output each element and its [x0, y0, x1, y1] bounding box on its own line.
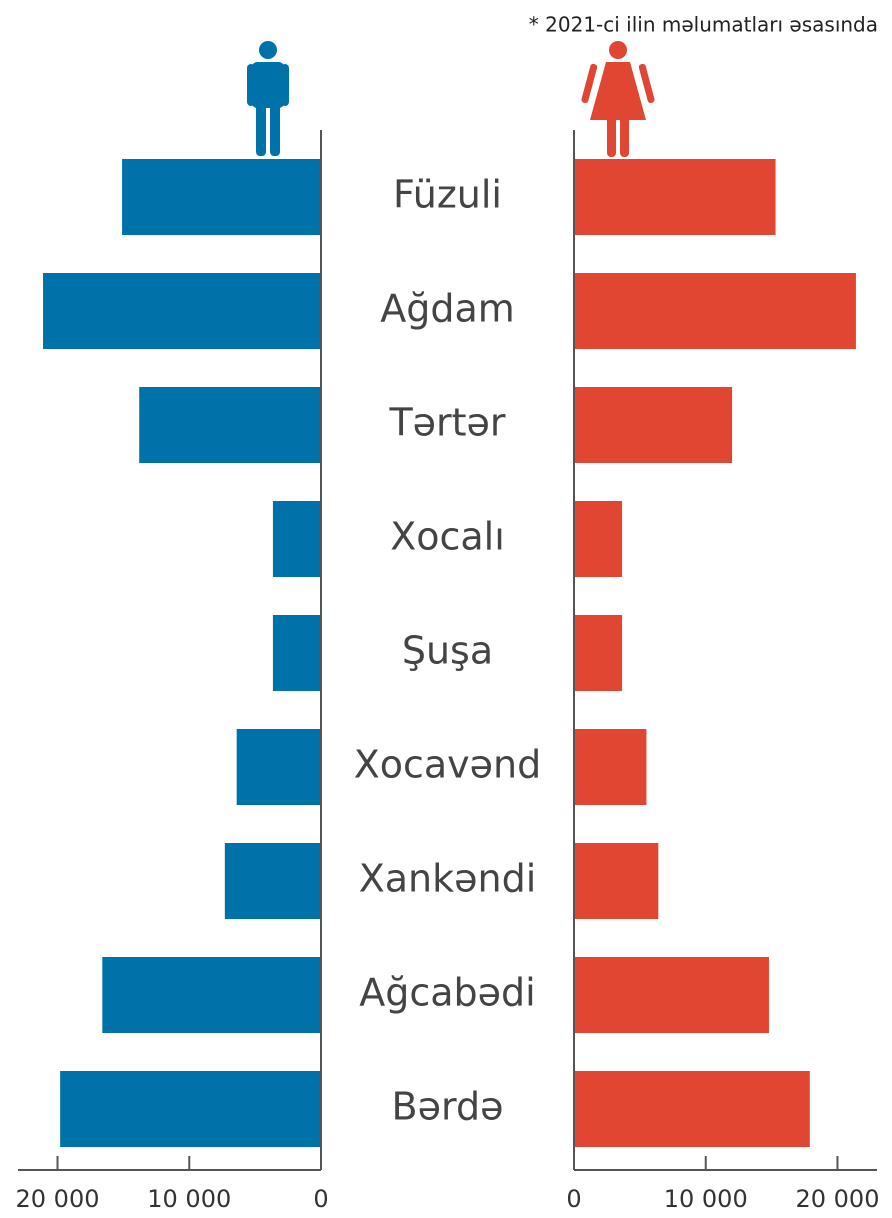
bar: [272, 501, 321, 577]
x-tick-label: 10 000: [147, 1185, 231, 1213]
x-tick-label: 20 000: [16, 1185, 100, 1213]
bar: [60, 1071, 321, 1147]
category-label: Şuşa: [402, 629, 493, 673]
x-tick-label: 0: [566, 1185, 581, 1213]
bar: [574, 273, 856, 349]
category-label: Xocavənd: [354, 743, 542, 787]
bar: [574, 843, 659, 919]
note: * 2021-ci ilin məlumatları əsasında: [529, 13, 878, 37]
bar: [272, 615, 321, 691]
bar: [122, 159, 321, 235]
female-icon: [581, 41, 655, 157]
x-tick-label: 20 000: [795, 1185, 879, 1213]
bar: [224, 843, 321, 919]
bar: [574, 729, 647, 805]
category-label: Ağdam: [380, 287, 515, 331]
bar: [236, 729, 321, 805]
category-label: Xankəndi: [359, 857, 537, 901]
bar: [574, 1071, 810, 1147]
bar: [574, 957, 769, 1033]
bar: [139, 387, 321, 463]
x-tick-label: 0: [313, 1185, 328, 1213]
bar: [574, 501, 623, 577]
male-icon: [247, 41, 289, 156]
category-label: Bərdə: [392, 1085, 504, 1129]
category-label: Ağcabədi: [359, 971, 535, 1015]
bar: [574, 387, 733, 463]
category-label: Tərtər: [388, 401, 505, 445]
category-label: Füzuli: [393, 173, 502, 217]
bar: [574, 615, 623, 691]
bar: [102, 957, 321, 1033]
category-label: Xocalı: [390, 515, 505, 559]
bar: [43, 273, 322, 349]
bar: [574, 159, 776, 235]
x-tick-label: 10 000: [664, 1185, 748, 1213]
